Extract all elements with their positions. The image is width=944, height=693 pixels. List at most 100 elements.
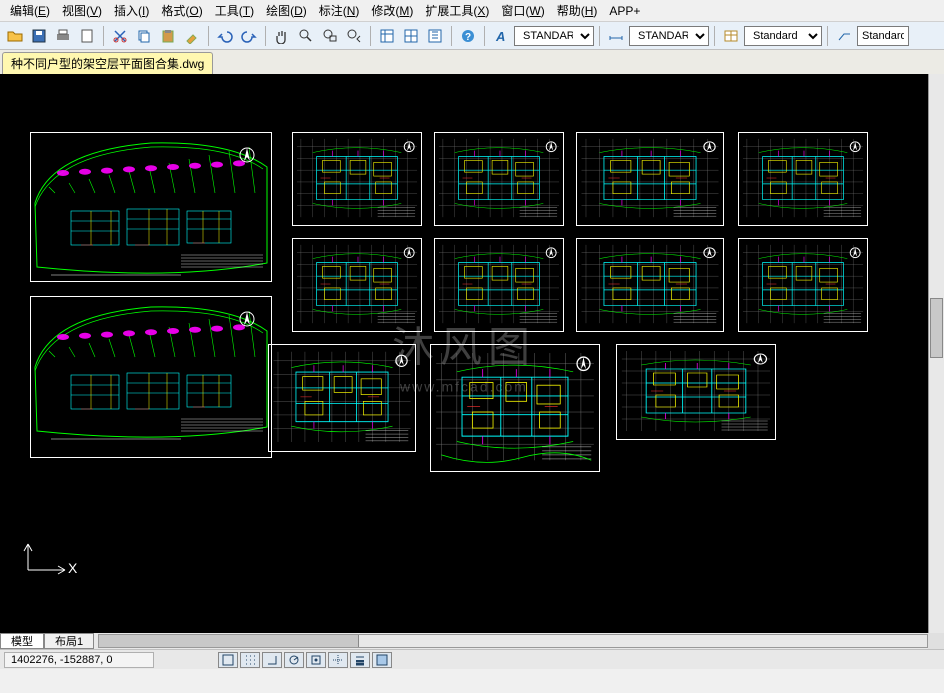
ortho-icon [266,654,278,666]
table-style-button[interactable] [720,25,742,47]
drawing-sheet-4 [576,132,724,226]
status-otrack-toggle[interactable] [328,652,348,668]
menu-bar: 编辑(E)视图(V)插入(I)格式(O)工具(T)绘图(D)标注(N)修改(M)… [0,0,944,22]
grid-dots-icon [244,654,256,666]
menu-W[interactable]: 窗口(W) [495,0,550,21]
menu-X[interactable]: 扩展工具(X) [419,0,495,21]
matchprop-button[interactable] [181,25,203,47]
document-tab-bar: 种不同户型的架空层平面图合集.dwg [0,50,944,74]
floor-plan-art [577,239,723,331]
horizontal-scrollbar[interactable] [98,634,928,648]
vscroll-thumb[interactable] [930,298,943,358]
floor-plan-art [269,345,415,451]
copy-button[interactable] [133,25,155,47]
dim-style-button[interactable] [605,25,627,47]
bottom-bar: 模型 布局1 [0,633,928,649]
site-plan-art [31,133,271,281]
menu-APP+[interactable]: APP+ [603,2,646,20]
floor-plan-art [293,133,421,225]
status-ortho-toggle[interactable] [262,652,282,668]
mleader-style-combo[interactable] [857,26,909,46]
cut-button[interactable] [109,25,131,47]
text-style-combo[interactable]: STANDARD [514,26,594,46]
drawing-sheet-7 [434,238,564,332]
palette-icon [427,28,443,44]
status-polar-toggle[interactable] [284,652,304,668]
copy-icon [136,28,152,44]
properties-button[interactable] [376,25,398,47]
status-snap-toggle[interactable] [218,652,238,668]
drawing-sheet-8 [576,238,724,332]
redo-button[interactable] [238,25,260,47]
status-model-toggle[interactable] [372,652,392,668]
status-lwt-toggle[interactable] [350,652,370,668]
status-osnap-toggle[interactable] [306,652,326,668]
floor-plan-art [739,239,867,331]
menu-M[interactable]: 修改(M) [365,0,419,21]
menu-I[interactable]: 插入(I) [108,0,155,21]
drawing-sheet-1 [30,296,272,458]
model-icon [376,654,388,666]
drawing-sheet-12 [616,344,776,440]
layout-tab-model[interactable]: 模型 [0,633,44,649]
menu-V[interactable]: 视图(V) [56,0,108,21]
print-button[interactable] [52,25,74,47]
svg-text:?: ? [465,32,471,43]
polar-icon [288,654,300,666]
menu-E[interactable]: 编辑(E) [4,0,56,21]
menu-H[interactable]: 帮助(H) [551,0,604,21]
zoom-window-icon [322,28,338,44]
mleader-icon [836,28,852,44]
vertical-scrollbar[interactable] [928,74,944,633]
clipboard-icon [160,28,176,44]
help-button[interactable]: ? [457,25,479,47]
hscroll-thumb[interactable] [99,635,359,647]
floor-plan-art [435,239,563,331]
zoom-window-button[interactable] [319,25,341,47]
drawing-area-wrap: 沐风图 www.mfcad.com X 模型 布局1 [0,74,944,649]
drawing-sheet-2 [292,132,422,226]
undo-button[interactable] [214,25,236,47]
layout-tab-layout1[interactable]: 布局1 [44,633,94,649]
dim-style-icon [608,28,624,44]
drawing-sheet-0 [30,132,272,282]
ucs-icon: X [20,540,80,583]
menu-N[interactable]: 标注(N) [313,0,366,21]
scissors-icon [112,28,128,44]
text-style-button[interactable]: A [490,25,512,47]
open-button[interactable] [4,25,26,47]
hand-icon [274,28,290,44]
mleader-style-button[interactable] [833,25,855,47]
pan-button[interactable] [271,25,293,47]
floor-plan-art [435,133,563,225]
floor-plan-art [739,133,867,225]
menu-O[interactable]: 格式(O) [155,0,208,21]
tool-palette-button[interactable] [424,25,446,47]
floppy-icon [31,28,47,44]
document-tab-label: 种不同户型的架空层平面图合集.dwg [11,55,204,72]
design-center-button[interactable] [400,25,422,47]
preview-button[interactable] [76,25,98,47]
zoom-prev-icon [346,28,362,44]
table-style-combo[interactable]: Standard [744,26,822,46]
drawing-canvas[interactable]: 沐风图 www.mfcad.com X [0,74,928,633]
zoom-prev-button[interactable] [343,25,365,47]
floor-plan-art [431,345,599,471]
document-tab-active[interactable]: 种不同户型的架空层平面图合集.dwg [2,52,213,74]
drawing-sheet-9 [738,238,868,332]
menu-D[interactable]: 绘图(D) [260,0,313,21]
svg-text:A: A [495,29,505,44]
table-style-icon [723,28,739,44]
status-grid-toggle[interactable] [240,652,260,668]
drawing-sheet-5 [738,132,868,226]
layout-tabs: 模型 布局1 [0,633,94,649]
site-plan-art [31,297,271,457]
menu-T[interactable]: 工具(T) [209,0,260,21]
scroll-corner [928,633,944,649]
zoom-realtime-button[interactable] [295,25,317,47]
properties-icon [379,28,395,44]
dim-style-combo[interactable]: STANDARD [629,26,709,46]
paste-button[interactable] [157,25,179,47]
drawing-sheet-11 [430,344,600,472]
save-button[interactable] [28,25,50,47]
